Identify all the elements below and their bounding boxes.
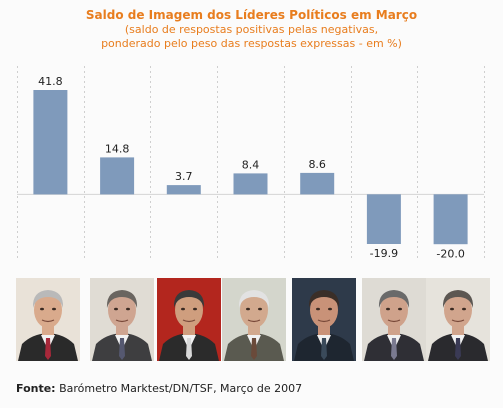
bar-1 bbox=[33, 90, 68, 195]
chart-subtitle: (saldo de respostas positivas pelas nega… bbox=[0, 23, 503, 51]
value-label-7: -20.0 bbox=[436, 247, 464, 260]
value-label-6: -19.9 bbox=[370, 247, 398, 260]
bar-4 bbox=[233, 173, 268, 195]
portrait-6-icon bbox=[362, 278, 426, 361]
portrait-4-icon bbox=[222, 278, 286, 361]
value-label-4: 8.4 bbox=[242, 158, 260, 171]
source-note: Fonte: Barómetro Marktest/DN/TSF, Março … bbox=[16, 382, 302, 395]
portrait-row bbox=[0, 278, 503, 363]
bar-5 bbox=[300, 172, 335, 195]
portrait-1-icon bbox=[16, 278, 80, 361]
source-label: Fonte: bbox=[16, 382, 56, 395]
chart-title: Saldo de Imagem dos Líderes Políticos em… bbox=[85, 8, 418, 22]
value-label-2: 14.8 bbox=[105, 142, 130, 155]
chart-subtitle-line-1: (saldo de respostas positivas pelas nega… bbox=[124, 23, 379, 36]
portrait-7-icon bbox=[426, 278, 490, 361]
bar-7 bbox=[433, 194, 468, 245]
source-text: Barómetro Marktest/DN/TSF, Março de 2007 bbox=[55, 382, 303, 395]
portrait-3-icon bbox=[157, 278, 221, 361]
portrait-5-icon bbox=[292, 278, 356, 361]
chart-subtitle-line-2: ponderado pelo peso das respostas expres… bbox=[101, 37, 402, 50]
value-label-3: 3.7 bbox=[175, 170, 193, 183]
portrait-2-icon bbox=[90, 278, 154, 361]
bar-chart: 41.8 14.8 3.7 8.4 8.6 -19.9 -20.0 bbox=[17, 66, 485, 260]
bar-6 bbox=[366, 194, 401, 244]
bar-3 bbox=[166, 185, 201, 195]
value-label-1: 41.8 bbox=[38, 75, 63, 88]
value-label-5: 8.6 bbox=[308, 158, 326, 171]
bar-2 bbox=[100, 157, 135, 195]
